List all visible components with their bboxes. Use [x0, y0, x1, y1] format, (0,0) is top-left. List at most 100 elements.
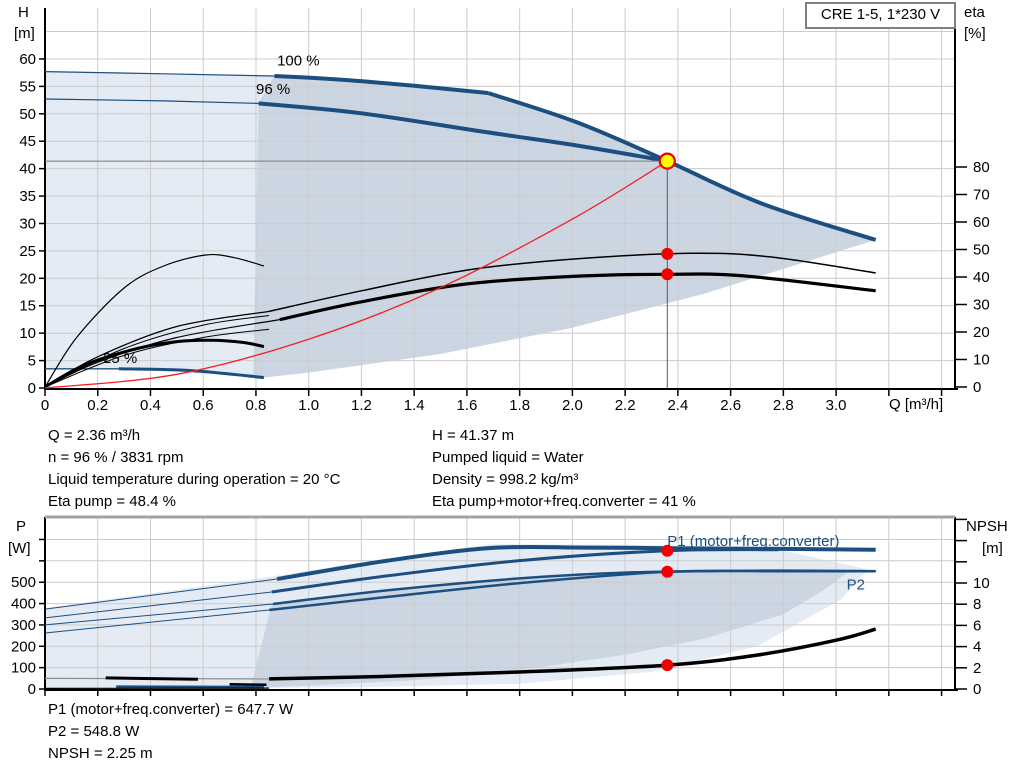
tick-label: 2.6 — [720, 397, 741, 414]
tick-label: 1.8 — [509, 397, 530, 414]
tick-label: 20 — [973, 324, 990, 341]
pump-model-label: CRE 1-5, 1*230 V — [820, 6, 941, 23]
q-axis-title: Q [m³/h] — [889, 396, 944, 413]
tick-label: 1.6 — [456, 397, 477, 414]
full-speed-range-region — [45, 71, 275, 377]
power-npsh-ticks-bottom — [44, 690, 943, 696]
readout-q: Q = 2.36 m³/h — [48, 427, 141, 444]
p-fan-4 — [44, 609, 270, 634]
tick-label: 0 — [41, 397, 49, 414]
power-npsh-ticks-left: 0 100 200 300 400 500 — [11, 538, 45, 698]
npsh-point — [661, 659, 674, 672]
h-axis-title: H — [18, 4, 29, 21]
curve-100pct-lead — [44, 71, 275, 77]
curve-96pct — [258, 101, 668, 164]
eta-total-curve — [279, 272, 876, 322]
head-flow-curve-label: 25 % — [103, 350, 137, 367]
p-fan-2 — [44, 591, 272, 619]
tick-label: 0.4 — [140, 397, 161, 414]
power-npsh-grid — [45, 517, 955, 690]
npsh-axis-unit: [m] — [982, 540, 1003, 557]
tick-label: 60 — [973, 214, 990, 231]
power-npsh-curve-label: P1 (motor+freq.converter) — [667, 533, 839, 550]
tick-label: 40 — [973, 269, 990, 286]
readout-p1: P1 (motor+freq.converter) = 647.7 W — [48, 701, 294, 718]
tick-label: 50 — [19, 106, 36, 123]
eta-25pct-pump — [44, 253, 265, 388]
system-curve — [44, 160, 668, 389]
tick-label: 2.2 — [615, 397, 636, 414]
tick-label: 0.6 — [193, 397, 214, 414]
head-flow-grid — [45, 8, 955, 389]
p1-point — [661, 544, 674, 557]
tick-label: 10 — [19, 325, 36, 342]
tick-label: 25 — [19, 243, 36, 260]
tick-label: 15 — [19, 298, 36, 315]
readout-eta-pump: Eta pump = 48.4 % — [48, 493, 176, 510]
tick-label: 30 — [19, 215, 36, 232]
tick-label: 300 — [11, 617, 36, 634]
tick-label: 2.4 — [667, 397, 688, 414]
npsh-curve — [269, 627, 877, 681]
pump-model-box: CRE 1-5, 1*230 V — [805, 2, 956, 29]
eta-25pct-total — [44, 338, 265, 389]
head-flow-curve-label: 96 % — [256, 81, 290, 98]
tick-label: 70 — [973, 187, 990, 204]
tick-label: 55 — [19, 78, 36, 95]
readout-npsh: NPSH = 2.25 m — [48, 745, 153, 762]
tick-label: 0.2 — [87, 397, 108, 414]
tick-label: 500 — [11, 574, 36, 591]
readout-p2: P2 = 548.8 W — [48, 723, 140, 740]
tick-label: 0 — [973, 379, 981, 396]
readout-speed: n = 96 % / 3831 rpm — [48, 449, 184, 466]
duty-point[interactable] — [658, 152, 676, 170]
tick-label: 35 — [19, 188, 36, 205]
head-flow-ticks-left: 0 5 10 15 20 25 30 35 40 45 50 55 60 — [19, 51, 45, 397]
eta-axis-unit: [%] — [964, 25, 986, 42]
curve-96pct-lead — [44, 98, 259, 104]
p-axis-title: P — [16, 518, 27, 535]
tick-label: 10 — [973, 352, 990, 369]
tick-label: 20 — [19, 270, 36, 287]
tick-label: 400 — [11, 596, 36, 613]
tick-label: 6 — [973, 617, 981, 634]
head-flow-ticks-bottom: 0 0.2 0.4 0.6 0.8 1.0 1.2 1.4 1.6 1.8 2.0 2.2 2.4 2.6… — [41, 389, 943, 414]
p-fan-1 — [44, 578, 278, 610]
readout-head: H = 41.37 m — [432, 427, 515, 444]
power-npsh-curve-label: P2 — [847, 577, 865, 594]
tick-label: 0 — [973, 681, 981, 698]
readout-pumped-liquid: Pumped liquid = Water — [432, 449, 584, 466]
tick-label: 10 — [973, 575, 990, 592]
tick-label: 1.4 — [404, 397, 425, 414]
tick-label: 0 — [28, 681, 36, 698]
tick-label: 3.0 — [826, 397, 847, 414]
eta-axis-title: eta — [964, 4, 985, 21]
tick-label: 1.0 — [298, 397, 319, 414]
tick-label: 4 — [973, 639, 981, 656]
npsh-axis-title: NPSH — [966, 518, 1008, 535]
p-axis-unit: [W] — [8, 540, 31, 557]
eta-fan-b — [44, 328, 270, 388]
tick-label: 8 — [973, 596, 981, 613]
tick-label: 50 — [973, 242, 990, 259]
tick-label: 2.8 — [773, 397, 794, 414]
p2-96pct-curve — [268, 569, 876, 612]
h-axis-unit: [m] — [14, 25, 35, 42]
tick-label: 1.2 — [351, 397, 372, 414]
head-flow-curve-label: 100 % — [277, 53, 320, 70]
tick-label: 5 — [28, 353, 36, 370]
tick-label: 0 — [28, 380, 36, 397]
eta-pump-point — [661, 247, 674, 260]
tick-label: 2 — [973, 660, 981, 677]
power-npsh-regions — [45, 544, 868, 689]
tick-label: 100 — [11, 660, 36, 677]
p1-96pct-curve — [271, 548, 779, 594]
tick-label: 2.0 — [562, 397, 583, 414]
tick-label: 200 — [11, 638, 36, 655]
readout-liquid-temp: Liquid temperature during operation = 20… — [48, 471, 341, 488]
tick-label: 30 — [973, 297, 990, 314]
eta-total-point — [661, 268, 674, 281]
